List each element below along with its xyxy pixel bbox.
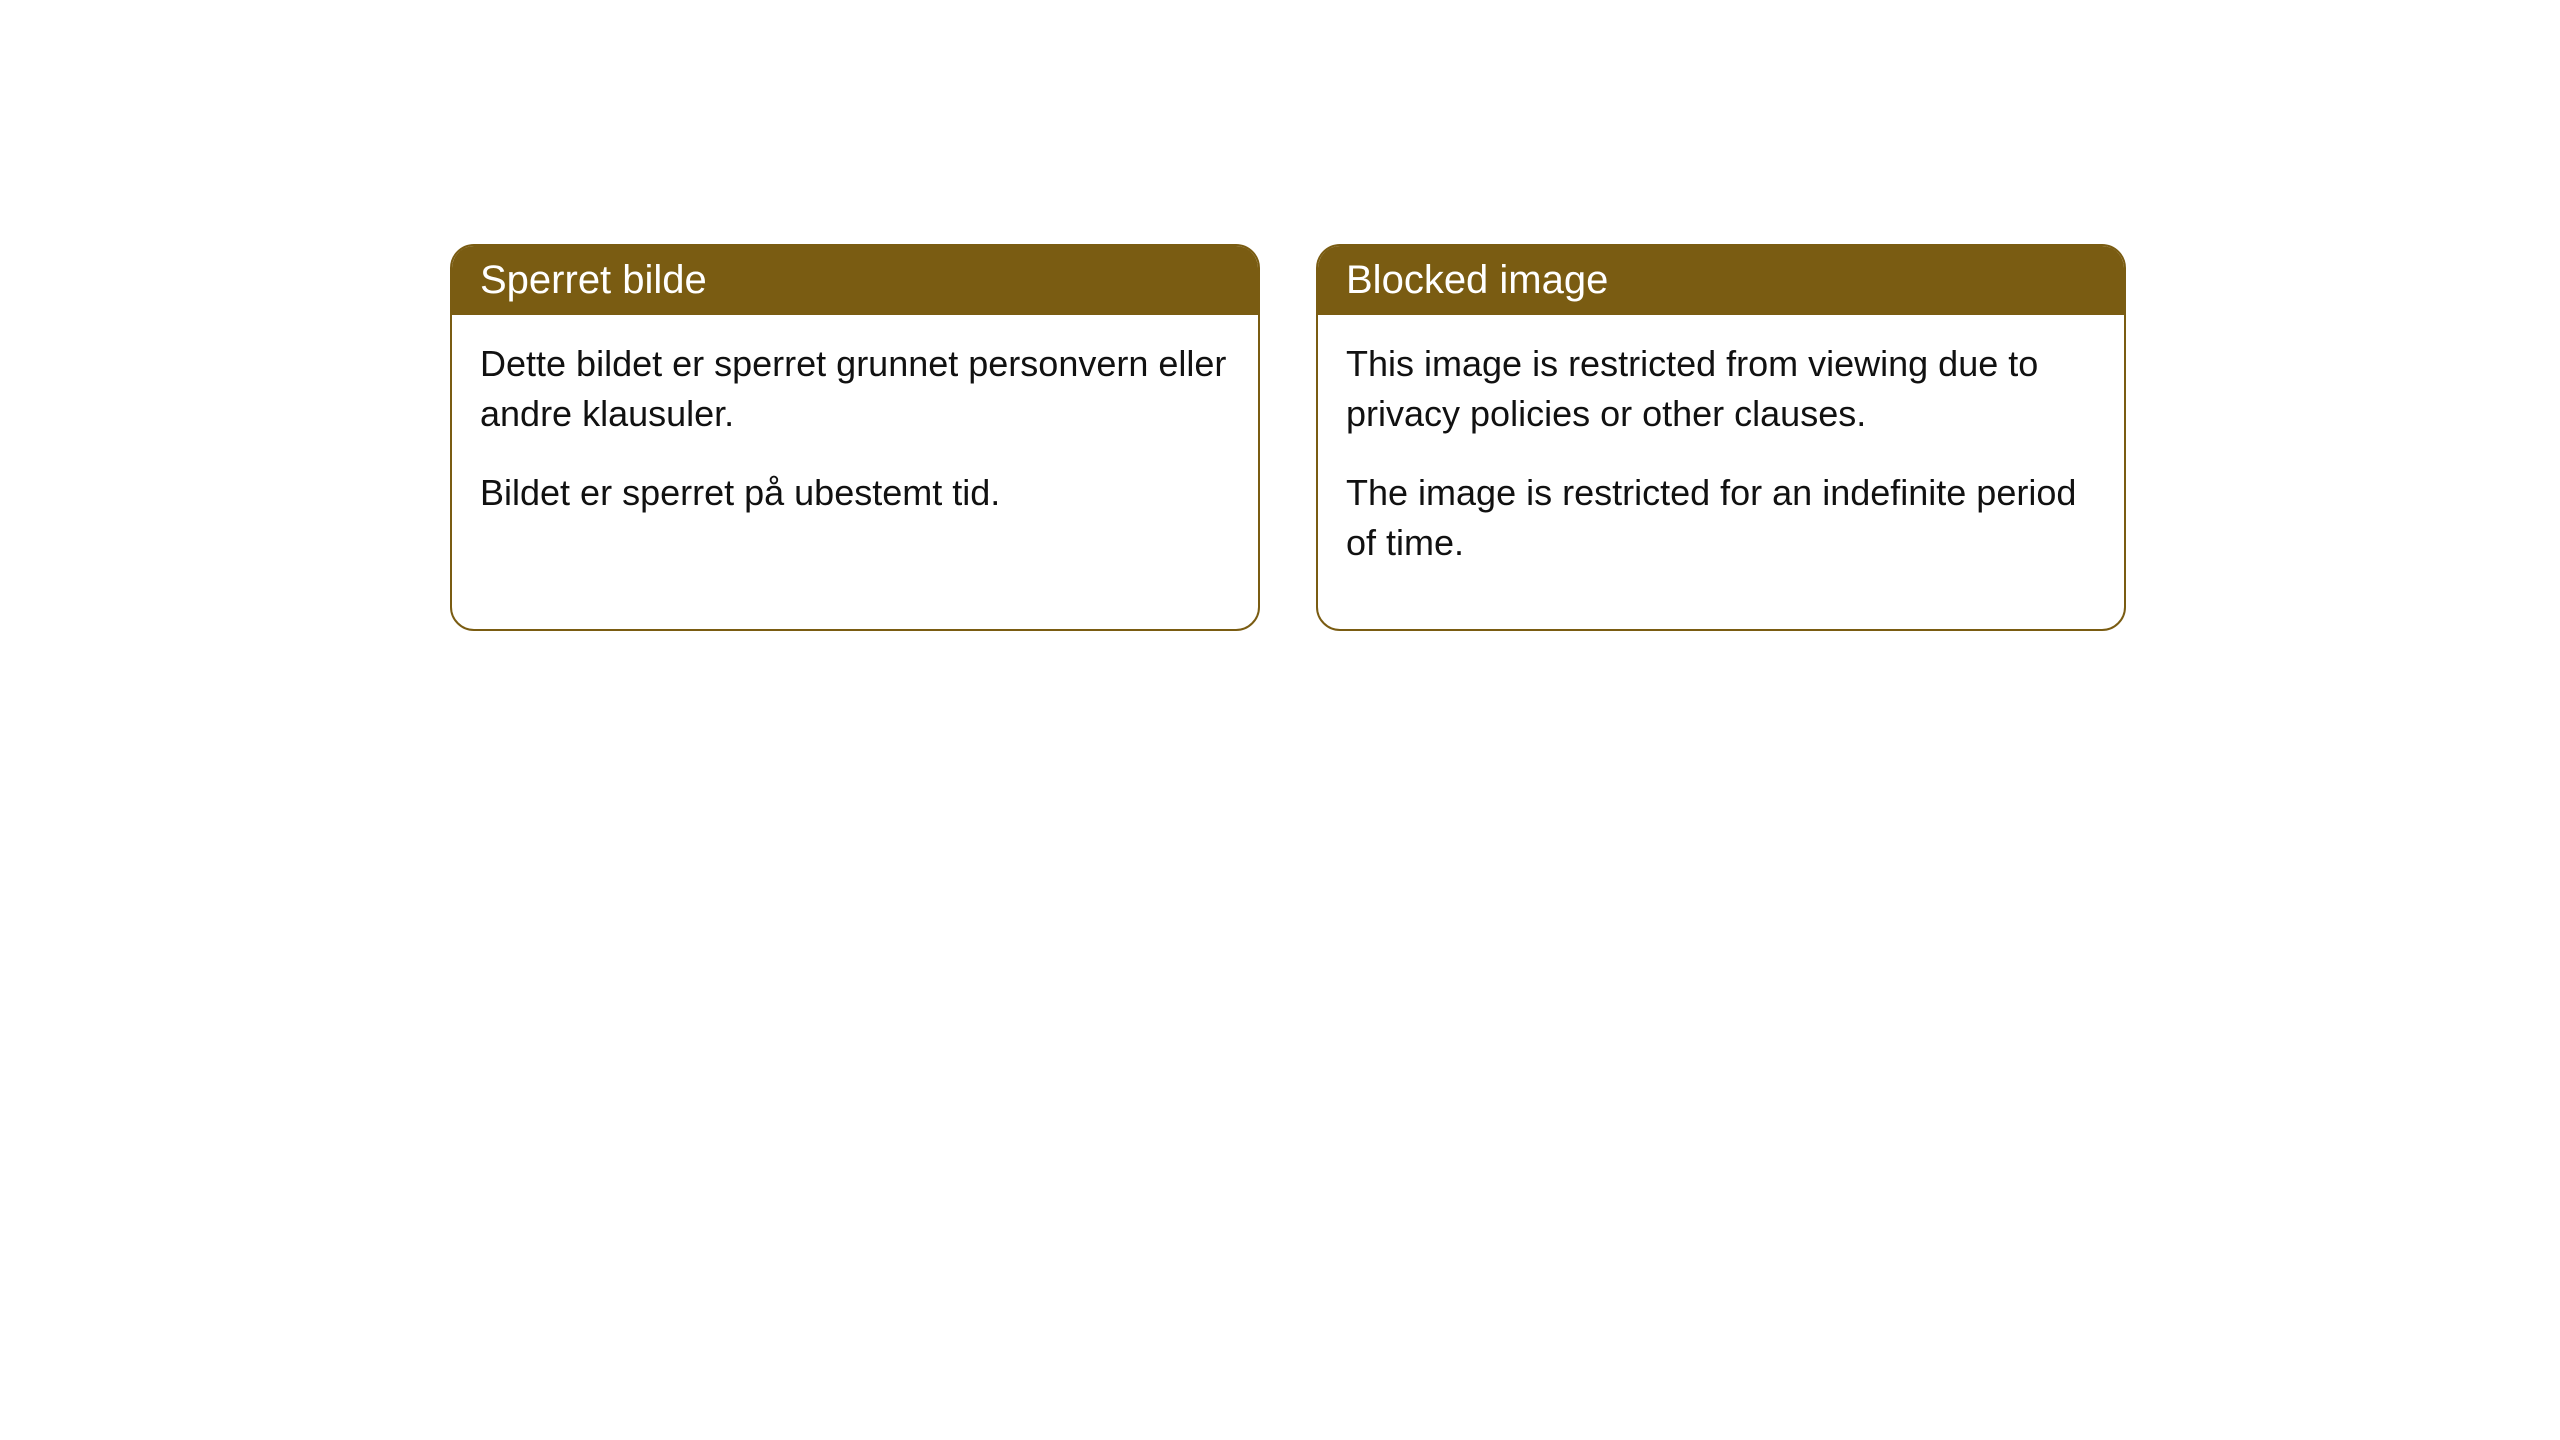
card-text-no-1: Dette bildet er sperret grunnet personve… bbox=[480, 339, 1230, 440]
card-title-no: Sperret bilde bbox=[480, 258, 707, 302]
card-header-no: Sperret bilde bbox=[452, 246, 1258, 315]
card-text-en-2: The image is restricted for an indefinit… bbox=[1346, 468, 2096, 569]
card-blocked-image-en: Blocked image This image is restricted f… bbox=[1316, 244, 2126, 631]
card-header-en: Blocked image bbox=[1318, 246, 2124, 315]
cards-container: Sperret bilde Dette bildet er sperret gr… bbox=[450, 244, 2126, 631]
card-title-en: Blocked image bbox=[1346, 258, 1608, 302]
card-body-en: This image is restricted from viewing du… bbox=[1318, 315, 2124, 629]
card-blocked-image-no: Sperret bilde Dette bildet er sperret gr… bbox=[450, 244, 1260, 631]
card-text-en-1: This image is restricted from viewing du… bbox=[1346, 339, 2096, 440]
card-body-no: Dette bildet er sperret grunnet personve… bbox=[452, 315, 1258, 578]
card-text-no-2: Bildet er sperret på ubestemt tid. bbox=[480, 468, 1230, 518]
